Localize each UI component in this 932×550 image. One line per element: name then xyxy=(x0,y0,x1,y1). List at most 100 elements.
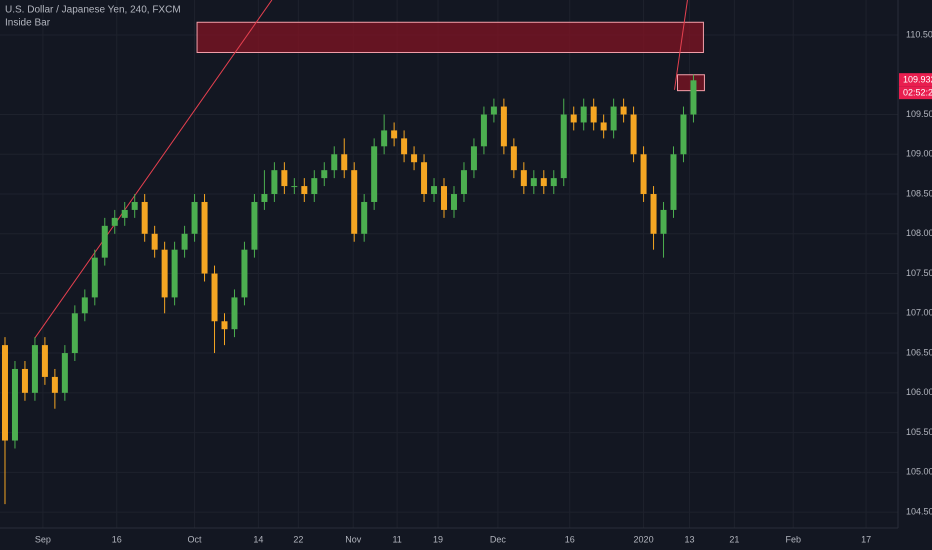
candles xyxy=(1,74,697,505)
candle-body xyxy=(630,114,637,155)
candle-body xyxy=(251,201,258,250)
candle-body xyxy=(600,122,607,131)
candle-body xyxy=(341,154,348,171)
x-tick-label: 16 xyxy=(112,534,122,544)
candle-body xyxy=(11,368,18,441)
candle-body xyxy=(161,249,168,298)
last-price-tag xyxy=(899,73,932,87)
candle-body xyxy=(181,233,188,250)
candle-body xyxy=(421,162,428,195)
candle-body xyxy=(201,201,208,274)
x-tick-label: 17 xyxy=(861,534,871,544)
candle-body xyxy=(321,170,328,179)
candle-body xyxy=(510,146,517,171)
x-tick-label: 13 xyxy=(684,534,694,544)
candle-body xyxy=(41,345,48,377)
candle-body xyxy=(660,209,667,234)
y-tick-label: 110.500 xyxy=(906,29,932,39)
x-tick-label: 14 xyxy=(253,534,263,544)
candle-body xyxy=(500,106,507,147)
y-tick-label: 106.500 xyxy=(906,347,932,357)
candle-body xyxy=(221,321,228,330)
candle-body xyxy=(1,345,8,441)
x-tick-label: 22 xyxy=(293,534,303,544)
countdown-label: 02:52:25 xyxy=(903,88,932,98)
y-tick-label: 109.000 xyxy=(906,149,932,159)
candle-body xyxy=(31,345,38,393)
candle-body xyxy=(211,273,218,322)
y-tick-label: 108.500 xyxy=(906,188,932,198)
candle-body xyxy=(371,146,378,202)
candle-body xyxy=(61,353,68,393)
candle-body xyxy=(111,217,118,226)
candle-body xyxy=(171,249,178,298)
candle-body xyxy=(470,146,477,171)
candle-body xyxy=(51,376,58,393)
candle-body xyxy=(520,170,527,187)
x-tick-label: 19 xyxy=(433,534,443,544)
candle-body xyxy=(131,201,138,210)
candle-body xyxy=(21,368,28,393)
candle-body xyxy=(311,178,318,195)
y-tick-label: 109.500 xyxy=(906,109,932,119)
x-tick-label: Feb xyxy=(785,534,801,544)
x-tick-label: 21 xyxy=(729,534,739,544)
candle-body xyxy=(281,170,288,187)
x-tick-label: Sep xyxy=(35,534,51,544)
candle-body xyxy=(291,186,298,188)
candle-body xyxy=(231,297,238,330)
y-tick-label: 106.000 xyxy=(906,387,932,397)
axes: 104.500 105.000 105.500 106.000 106.500 107.0… xyxy=(35,29,932,544)
candle-body xyxy=(431,186,438,195)
candle-body xyxy=(480,114,487,147)
candle-body xyxy=(580,106,587,123)
candle-body xyxy=(261,194,268,202)
candle-body xyxy=(550,178,557,187)
candle-body xyxy=(191,201,198,234)
candle-body xyxy=(91,257,98,298)
candle-body xyxy=(301,186,308,195)
grid xyxy=(0,0,898,528)
candle-body xyxy=(540,178,547,187)
candle-body xyxy=(331,154,338,171)
zone xyxy=(196,21,704,53)
candle-body xyxy=(401,138,408,155)
candle-body xyxy=(530,178,537,187)
candle-body xyxy=(590,106,597,123)
candle-body xyxy=(460,170,467,195)
trend-line xyxy=(674,0,688,90)
candle-body xyxy=(441,186,448,210)
indicator-name: Inside Bar xyxy=(5,18,51,29)
candle-body xyxy=(141,201,148,234)
candle-body xyxy=(610,106,617,131)
candle-body xyxy=(650,194,657,234)
candle-body xyxy=(570,114,577,123)
candle-body xyxy=(391,130,398,139)
y-tick-label: 104.500 xyxy=(906,506,932,516)
y-tick-label: 105.500 xyxy=(906,427,932,437)
candle-body xyxy=(411,154,418,163)
drawings xyxy=(34,0,705,339)
y-tick-label: 108.000 xyxy=(906,228,932,238)
last-price-label: 109.932 xyxy=(903,75,932,85)
candle-body xyxy=(560,114,567,179)
x-tick-label: 11 xyxy=(392,534,401,544)
chart-title: U.S. Dollar / Japanese Yen, 240, FXCM xyxy=(5,5,181,16)
candle-body xyxy=(490,106,497,115)
candle-body xyxy=(361,201,368,234)
candle-body xyxy=(101,225,108,258)
candle-body xyxy=(71,313,78,354)
y-tick-label: 107.500 xyxy=(906,268,932,278)
x-tick-label: 2020 xyxy=(634,534,654,544)
trend-line xyxy=(34,0,273,339)
candle-body xyxy=(81,297,88,314)
y-tick-label: 107.000 xyxy=(906,308,932,318)
candle-body xyxy=(450,194,457,210)
x-tick-label: Dec xyxy=(490,534,507,544)
candle-body xyxy=(670,154,677,210)
candle-body xyxy=(351,170,358,234)
y-tick-label: 105.000 xyxy=(906,467,932,477)
candle-body xyxy=(620,106,627,115)
